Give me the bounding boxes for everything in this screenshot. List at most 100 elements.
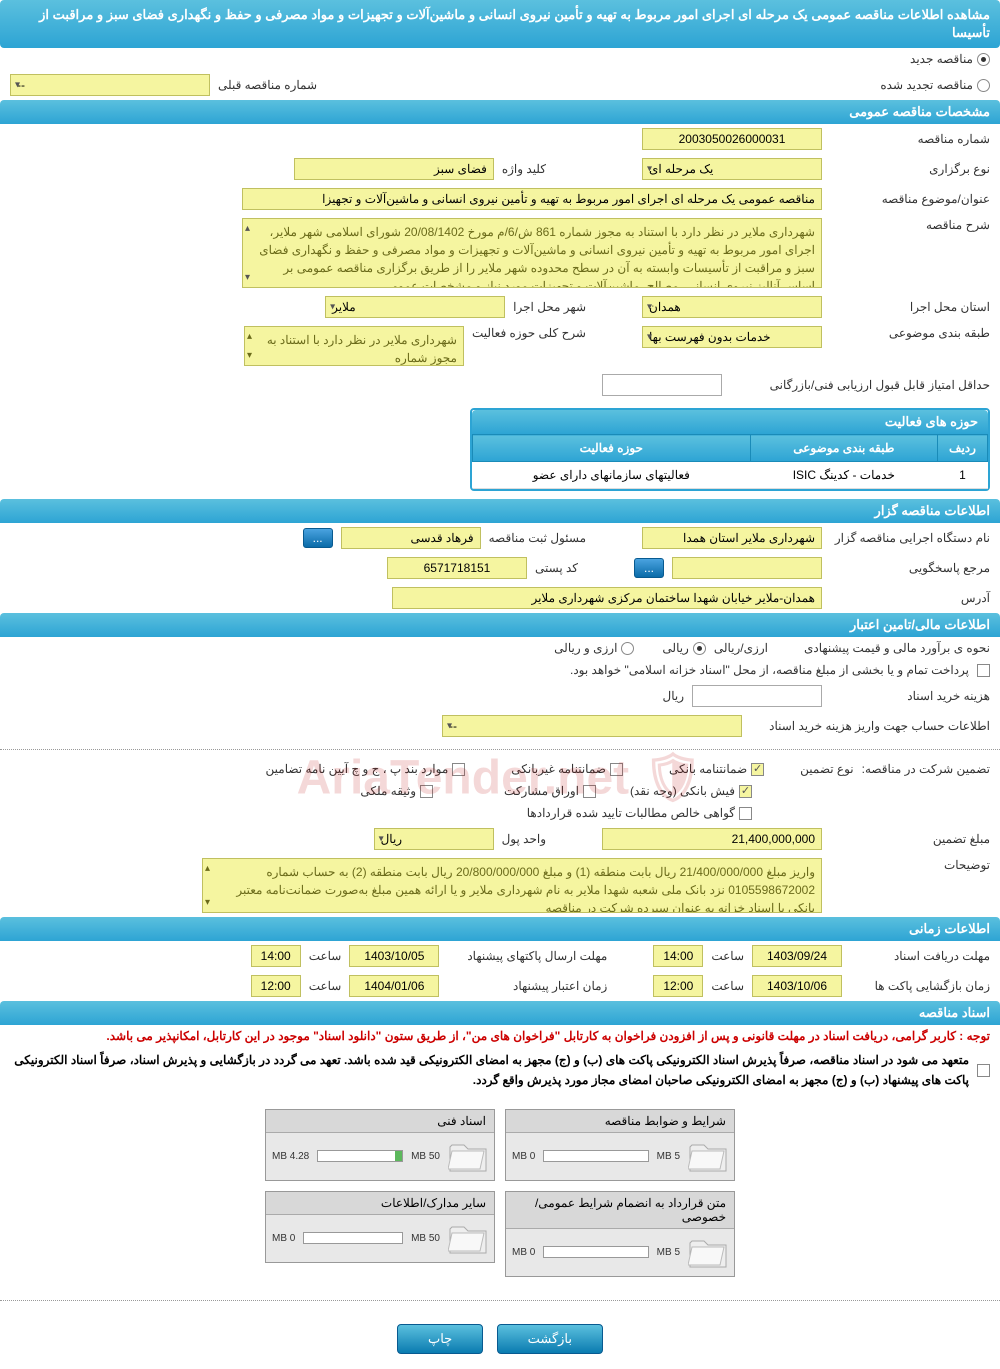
min-score-label: حداقل امتیاز قابل قبول ارزیابی فنی/بازرگ… [730, 378, 990, 392]
guarantee-label: تضمین شرکت در مناقصه: [862, 762, 990, 776]
receipt-time: 14:00 [653, 945, 703, 967]
folder-icon[interactable] [688, 1235, 728, 1270]
chevron-up-icon[interactable]: ▴ [247, 329, 252, 344]
treasury-note: پرداخت تمام و یا بخشی از مبلغ مناقصه، از… [570, 663, 969, 677]
check-bank[interactable]: ضمانتنامه بانکی [669, 762, 764, 776]
col-scope: حوزه فعالیت [473, 435, 751, 462]
city-select[interactable]: ملایر ▾ [325, 296, 505, 318]
commitment-checkbox[interactable] [977, 1064, 990, 1077]
radio-currency[interactable]: ارزی و ریالی [554, 641, 634, 655]
chevron-up-icon[interactable]: ▴ [245, 221, 250, 236]
radio-icon [977, 79, 990, 92]
doc-cost-input[interactable] [692, 685, 822, 707]
province-label: استان محل اجرا [830, 300, 990, 314]
time-label: ساعت [711, 949, 744, 963]
section-documents: اسناد مناقصه [0, 1001, 1000, 1025]
section-organizer: اطلاعات مناقصه گزار [0, 499, 1000, 523]
keyword-value: فضای سبز [294, 158, 494, 180]
registrar-value: فرهاد قدسی [341, 527, 481, 549]
document-box-title: شرایط و ضوابط مناقصه [506, 1110, 734, 1133]
check-cash[interactable]: فیش بانکی (وجه نقد) [630, 784, 752, 798]
document-used-size: 0 MB [512, 1247, 535, 1258]
chevron-down-icon[interactable]: ▾ [245, 270, 250, 285]
folder-icon[interactable] [448, 1139, 488, 1174]
scope-label: شرح کلی حوزه فعالیت [472, 326, 586, 340]
prev-number-select[interactable]: -- ▾ [10, 74, 210, 96]
contact-more-button[interactable]: ... [634, 558, 664, 578]
unit-select[interactable]: ریال ▾ [374, 828, 494, 850]
section-general: مشخصات مناقصه عمومی [0, 100, 1000, 124]
category-label: طبقه بندی موضوعی [830, 326, 990, 340]
treasury-checkbox[interactable] [977, 664, 990, 677]
document-total-size: 50 MB [411, 1233, 440, 1244]
chevron-up-icon[interactable]: ▴ [205, 861, 210, 876]
table-row: 1 خدمات - کدینگ ISIC فعالیتهای سازمانهای… [473, 462, 988, 489]
check-receivables[interactable]: گواهی خالص مطالبات تایید شده قراردادها [527, 806, 752, 820]
description-label: شرح مناقصه [830, 218, 990, 232]
document-box: اسناد فنی50 MB4.28 MB [265, 1109, 495, 1181]
document-total-size: 50 MB [411, 1151, 440, 1162]
check-deed[interactable]: وثیقه ملکی [360, 784, 433, 798]
chevron-down-icon[interactable]: ▾ [205, 895, 210, 910]
time-label: ساعت [711, 979, 744, 993]
account-info-label: اطلاعات حساب جهت واریز هزینه خرید اسناد [750, 719, 990, 733]
print-button[interactable]: چاپ [397, 1324, 483, 1354]
chevron-down-icon: ▾ [379, 834, 384, 845]
documents-note-red: توجه : کاربر گرامی، دریافت اسناد در مهلت… [106, 1029, 990, 1043]
submit-date: 1403/10/05 [349, 945, 439, 967]
category-select[interactable]: خدمات بدون فهرست بها ▾ [642, 326, 822, 348]
postal-label: کد پستی [535, 561, 578, 575]
check-cases[interactable]: موارد بند پ ، ج و چ آیین نامه تضامین [266, 762, 466, 776]
radio-rial[interactable]: ریالی [662, 641, 705, 655]
page-title: مشاهده اطلاعات مناقصه عمومی یک مرحله ای … [0, 0, 1000, 48]
estimation-label: نحوه ی برآورد مالی و قیمت پیشنهادی [804, 641, 990, 655]
radio-icon [693, 642, 706, 655]
validity-date: 1404/01/06 [349, 975, 439, 997]
folder-icon[interactable] [688, 1139, 728, 1174]
province-select[interactable]: همدان ▾ [642, 296, 822, 318]
chevron-down-icon[interactable]: ▾ [247, 348, 252, 363]
receipt-date: 1403/09/24 [752, 945, 842, 967]
submit-time: 14:00 [251, 945, 301, 967]
back-button[interactable]: بازگشت [497, 1324, 603, 1354]
amount-value: 21,400,000,000 [602, 828, 822, 850]
keyword-label: کلید واژه [502, 162, 546, 176]
documents-note-bold: متعهد می شود در اسناد مناقصه، صرفاً پذیر… [10, 1051, 969, 1089]
subject-value: مناقصه عمومی یک مرحله ای اجرای امور مربو… [242, 188, 822, 210]
notes-value[interactable]: واریز مبلغ 21/400/000/000 ریال بابت منطق… [202, 858, 822, 913]
folder-icon[interactable] [448, 1221, 488, 1256]
time-label: ساعت [309, 979, 342, 993]
prev-number-label: شماره مناقصه قبلی [218, 78, 317, 92]
scope-value[interactable]: شهرداری ملایر در نظر دارد با استناد به م… [244, 326, 464, 366]
opening-label: زمان بازگشایی پاکت ها [850, 979, 990, 993]
document-progress [317, 1150, 403, 1162]
min-score-input[interactable] [602, 374, 722, 396]
registrar-more-button[interactable]: ... [303, 528, 333, 548]
time-label: ساعت [309, 949, 342, 963]
document-box: سایر مدارک/اطلاعات50 MB0 MB [265, 1191, 495, 1263]
postal-value: 6571718151 [387, 557, 527, 579]
account-select[interactable]: -- ▾ [442, 715, 742, 737]
chevron-down-icon: ▾ [647, 302, 652, 313]
document-progress [543, 1246, 648, 1258]
chevron-down-icon: ▾ [15, 80, 20, 91]
radio-renewed-tender[interactable]: مناقصه تجدید شده [880, 78, 990, 92]
radio-icon [621, 642, 634, 655]
section-financial: اطلاعات مالی/تامین اعتبار [0, 613, 1000, 637]
col-category: طبقه بندی موضوعی [750, 435, 937, 462]
document-progress [303, 1232, 403, 1244]
document-used-size: 0 MB [272, 1233, 295, 1244]
submit-label: مهلت ارسال پاکتهای پیشنهاد [447, 949, 607, 963]
col-row: ردیف [938, 435, 988, 462]
chevron-down-icon: ▾ [447, 721, 452, 732]
subject-label: عنوان/موضوع مناقصه [830, 192, 990, 206]
validity-time: 12:00 [251, 975, 301, 997]
check-nonbank[interactable]: ضمانتنامه غیربانکی [511, 762, 623, 776]
notes-label: توضیحات [830, 858, 990, 872]
opening-date: 1403/10/06 [752, 975, 842, 997]
radio-new-tender[interactable]: مناقصه جدید [910, 52, 990, 66]
check-securities[interactable]: اوراق مشارکت [504, 784, 596, 798]
type-select[interactable]: یک مرحله ای ▾ [642, 158, 822, 180]
description-value[interactable]: شهرداری ملایر در نظر دارد با استناد به م… [242, 218, 822, 288]
doc-cost-label: هزینه خرید اسناد [830, 689, 990, 703]
